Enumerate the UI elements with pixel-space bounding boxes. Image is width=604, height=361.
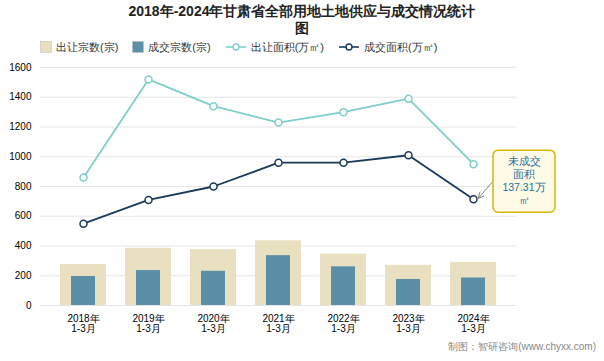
svg-text:2020年1-3月: 2020年1-3月 <box>197 313 229 334</box>
svg-text:1000: 1000 <box>9 151 32 162</box>
svg-text:1600: 1600 <box>9 62 32 73</box>
svg-text:1400: 1400 <box>9 91 32 102</box>
svg-text:2022年1-3月: 2022年1-3月 <box>327 313 359 334</box>
svg-text:未成交面积137.31万㎡: 未成交面积137.31万㎡ <box>502 155 545 206</box>
svg-text:400: 400 <box>15 240 32 251</box>
svg-text:2019年1-3月: 2019年1-3月 <box>132 313 164 334</box>
svg-text:0: 0 <box>26 300 32 311</box>
svg-text:800: 800 <box>15 181 32 192</box>
svg-text:2021年1-3月: 2021年1-3月 <box>262 313 294 334</box>
html-text:成交宗数(宗): 成交宗数(宗) <box>148 41 211 53</box>
html-text:出让宗数(宗): 出让宗数(宗) <box>56 41 119 53</box>
svg-text:2023年1-3月: 2023年1-3月 <box>392 313 424 334</box>
svg-text:2018年1-3月: 2018年1-3月 <box>67 313 99 334</box>
svg-text:600: 600 <box>15 210 32 221</box>
svg-text:1200: 1200 <box>9 121 32 132</box>
html-text:制图：智研咨询(www.chyxx.com): 制图：智研咨询(www.chyxx.com) <box>448 341 596 352</box>
html-text:成交面积(万㎡): 成交面积(万㎡) <box>364 41 438 53</box>
svg-text:200: 200 <box>15 270 32 281</box>
html-text:2018年-2024年甘肃省全部用地土地供应与成交情况统计: 2018年-2024年甘肃省全部用地土地供应与成交情况统计 图 <box>128 3 476 36</box>
html-text:出让面积(万㎡): 出让面积(万㎡) <box>250 41 324 53</box>
svg-text:2024年1-3月: 2024年1-3月 <box>457 313 489 334</box>
